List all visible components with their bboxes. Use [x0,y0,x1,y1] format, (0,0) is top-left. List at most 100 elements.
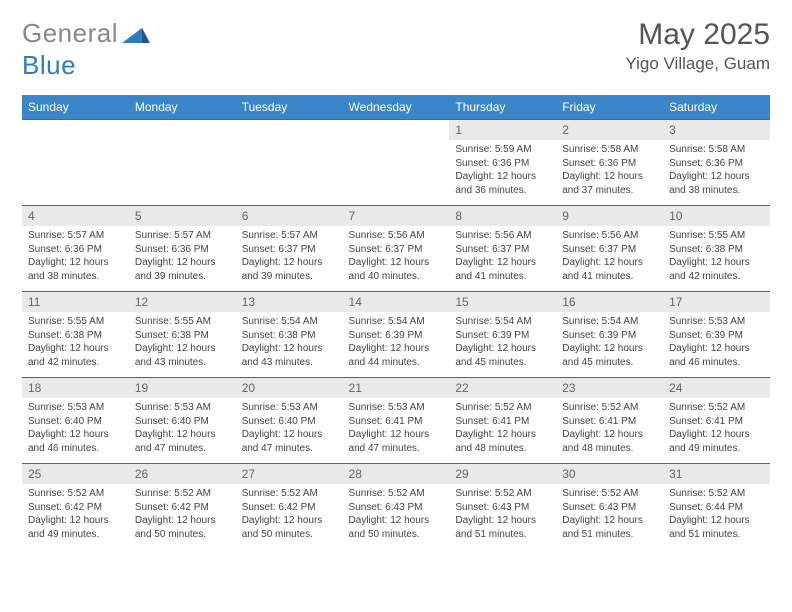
calendar-day-cell: 23Sunrise: 5:52 AMSunset: 6:41 PMDayligh… [556,378,663,464]
sunrise-text: Sunrise: 5:52 AM [562,401,657,415]
sunset-text: Sunset: 6:37 PM [455,243,550,257]
location: Yigo Village, Guam [625,54,770,74]
sunset-text: Sunset: 6:40 PM [135,415,230,429]
weekday-header-row: Sunday Monday Tuesday Wednesday Thursday… [22,95,770,120]
sunrise-text: Sunrise: 5:56 AM [349,229,444,243]
calendar-day-cell: 7Sunrise: 5:56 AMSunset: 6:37 PMDaylight… [343,206,450,292]
day-number: 19 [129,378,236,398]
daylight-text: Daylight: 12 hours and 42 minutes. [669,256,764,283]
daylight-text: Daylight: 12 hours and 41 minutes. [455,256,550,283]
sunset-text: Sunset: 6:37 PM [242,243,337,257]
sunrise-text: Sunrise: 5:52 AM [669,401,764,415]
sunrise-text: Sunrise: 5:57 AM [242,229,337,243]
day-number: 18 [22,378,129,398]
day-detail: Sunrise: 5:55 AMSunset: 6:38 PMDaylight:… [22,312,129,373]
daylight-text: Daylight: 12 hours and 47 minutes. [135,428,230,455]
sunset-text: Sunset: 6:38 PM [669,243,764,257]
calendar-day-cell: 1Sunrise: 5:59 AMSunset: 6:36 PMDaylight… [449,120,556,206]
calendar-day-cell: 30Sunrise: 5:52 AMSunset: 6:43 PMDayligh… [556,464,663,550]
day-detail: Sunrise: 5:54 AMSunset: 6:39 PMDaylight:… [343,312,450,373]
daylight-text: Daylight: 12 hours and 48 minutes. [455,428,550,455]
daylight-text: Daylight: 12 hours and 51 minutes. [455,514,550,541]
sunset-text: Sunset: 6:43 PM [455,501,550,515]
weekday-header: Sunday [22,95,129,120]
sunrise-text: Sunrise: 5:53 AM [242,401,337,415]
day-number: 2 [556,120,663,140]
calendar-day-cell: 17Sunrise: 5:53 AMSunset: 6:39 PMDayligh… [663,292,770,378]
sunset-text: Sunset: 6:42 PM [242,501,337,515]
sunrise-text: Sunrise: 5:53 AM [28,401,123,415]
daylight-text: Daylight: 12 hours and 40 minutes. [349,256,444,283]
calendar-day-cell: 31Sunrise: 5:52 AMSunset: 6:44 PMDayligh… [663,464,770,550]
weekday-header: Saturday [663,95,770,120]
day-detail: Sunrise: 5:52 AMSunset: 6:42 PMDaylight:… [22,484,129,545]
daylight-text: Daylight: 12 hours and 43 minutes. [242,342,337,369]
day-number: 20 [236,378,343,398]
sunrise-text: Sunrise: 5:52 AM [135,487,230,501]
sunrise-text: Sunrise: 5:52 AM [349,487,444,501]
sunrise-text: Sunrise: 5:58 AM [669,143,764,157]
day-detail: Sunrise: 5:52 AMSunset: 6:43 PMDaylight:… [449,484,556,545]
day-number: 4 [22,206,129,226]
day-detail: Sunrise: 5:52 AMSunset: 6:41 PMDaylight:… [663,398,770,459]
sunset-text: Sunset: 6:41 PM [349,415,444,429]
day-number: 25 [22,464,129,484]
day-number: 28 [343,464,450,484]
daylight-text: Daylight: 12 hours and 46 minutes. [28,428,123,455]
calendar-week-row: 18Sunrise: 5:53 AMSunset: 6:40 PMDayligh… [22,378,770,464]
sunset-text: Sunset: 6:37 PM [349,243,444,257]
calendar-day-cell: 21Sunrise: 5:53 AMSunset: 6:41 PMDayligh… [343,378,450,464]
calendar-day-cell: 29Sunrise: 5:52 AMSunset: 6:43 PMDayligh… [449,464,556,550]
day-number: 8 [449,206,556,226]
calendar-day-cell: 22Sunrise: 5:52 AMSunset: 6:41 PMDayligh… [449,378,556,464]
day-detail: Sunrise: 5:52 AMSunset: 6:42 PMDaylight:… [129,484,236,545]
day-number: 13 [236,292,343,312]
month-title: May 2025 [625,18,770,52]
day-detail: Sunrise: 5:52 AMSunset: 6:41 PMDaylight:… [449,398,556,459]
calendar-day-cell: 27Sunrise: 5:52 AMSunset: 6:42 PMDayligh… [236,464,343,550]
day-detail: Sunrise: 5:55 AMSunset: 6:38 PMDaylight:… [129,312,236,373]
daylight-text: Daylight: 12 hours and 47 minutes. [349,428,444,455]
day-number: 9 [556,206,663,226]
sunset-text: Sunset: 6:40 PM [242,415,337,429]
day-number: 17 [663,292,770,312]
calendar-day-cell: 2Sunrise: 5:58 AMSunset: 6:36 PMDaylight… [556,120,663,206]
calendar-table: Sunday Monday Tuesday Wednesday Thursday… [22,95,770,550]
calendar-day-cell [236,120,343,206]
day-number: 7 [343,206,450,226]
daylight-text: Daylight: 12 hours and 49 minutes. [28,514,123,541]
sunrise-text: Sunrise: 5:52 AM [455,487,550,501]
sunset-text: Sunset: 6:41 PM [455,415,550,429]
daylight-text: Daylight: 12 hours and 43 minutes. [135,342,230,369]
day-number: 3 [663,120,770,140]
calendar-day-cell: 25Sunrise: 5:52 AMSunset: 6:42 PMDayligh… [22,464,129,550]
weekday-header: Friday [556,95,663,120]
day-detail: Sunrise: 5:52 AMSunset: 6:43 PMDaylight:… [556,484,663,545]
day-detail: Sunrise: 5:57 AMSunset: 6:36 PMDaylight:… [22,226,129,287]
daylight-text: Daylight: 12 hours and 48 minutes. [562,428,657,455]
brand-part1: General [22,18,118,48]
sunset-text: Sunset: 6:38 PM [135,329,230,343]
sunrise-text: Sunrise: 5:54 AM [349,315,444,329]
day-number: 22 [449,378,556,398]
brand-text: General [22,18,118,49]
day-detail: Sunrise: 5:52 AMSunset: 6:43 PMDaylight:… [343,484,450,545]
calendar-day-cell: 6Sunrise: 5:57 AMSunset: 6:37 PMDaylight… [236,206,343,292]
sunrise-text: Sunrise: 5:57 AM [135,229,230,243]
day-number: 10 [663,206,770,226]
calendar-day-cell: 18Sunrise: 5:53 AMSunset: 6:40 PMDayligh… [22,378,129,464]
day-detail: Sunrise: 5:57 AMSunset: 6:36 PMDaylight:… [129,226,236,287]
weekday-header: Wednesday [343,95,450,120]
day-detail: Sunrise: 5:56 AMSunset: 6:37 PMDaylight:… [343,226,450,287]
calendar-day-cell: 8Sunrise: 5:56 AMSunset: 6:37 PMDaylight… [449,206,556,292]
calendar-day-cell [343,120,450,206]
daylight-text: Daylight: 12 hours and 39 minutes. [242,256,337,283]
calendar-day-cell: 19Sunrise: 5:53 AMSunset: 6:40 PMDayligh… [129,378,236,464]
calendar-day-cell: 11Sunrise: 5:55 AMSunset: 6:38 PMDayligh… [22,292,129,378]
weekday-header: Thursday [449,95,556,120]
sunset-text: Sunset: 6:39 PM [349,329,444,343]
calendar-day-cell: 3Sunrise: 5:58 AMSunset: 6:36 PMDaylight… [663,120,770,206]
sunrise-text: Sunrise: 5:52 AM [669,487,764,501]
brand-icon [122,25,150,43]
daylight-text: Daylight: 12 hours and 36 minutes. [455,170,550,197]
